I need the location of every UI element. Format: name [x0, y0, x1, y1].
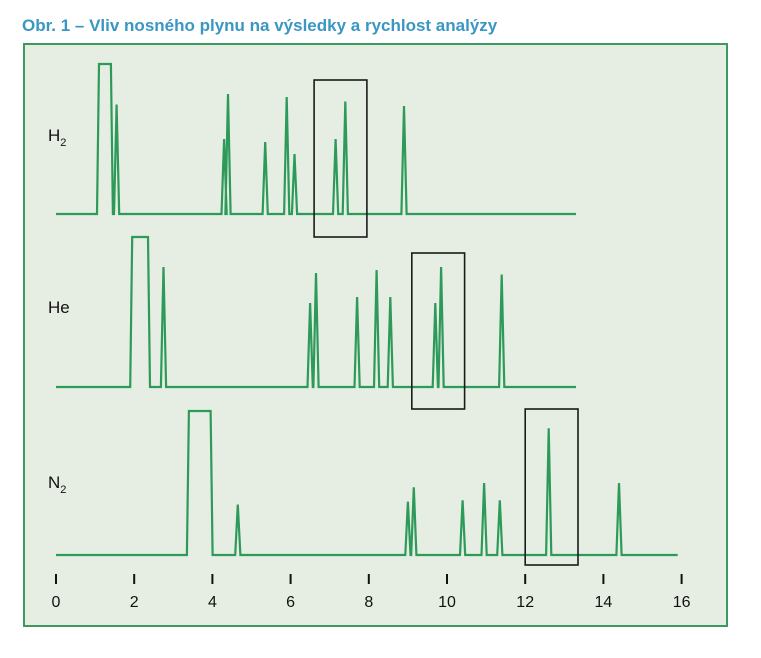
- x-tick-label-14: 14: [595, 594, 613, 611]
- series-label-n2: N2: [48, 473, 66, 496]
- x-tick-label-0: 0: [52, 594, 61, 611]
- x-tick-label-4: 4: [208, 594, 217, 611]
- chromatogram-trace-h2: [56, 62, 576, 216]
- series-label-h2: H2: [48, 126, 66, 149]
- highlight-box-n2: [524, 408, 579, 566]
- series-label-he: He: [48, 298, 70, 317]
- x-tick-label-2: 2: [130, 594, 139, 611]
- chromatogram-trace-n2: [56, 409, 678, 557]
- x-tick-label-8: 8: [364, 594, 373, 611]
- chromatogram-trace-he: [56, 235, 576, 389]
- chart-title: Obr. 1 – Vliv nosného plynu na výsledky …: [22, 16, 498, 35]
- x-tick-label-6: 6: [286, 594, 295, 611]
- x-tick-label-10: 10: [438, 594, 456, 611]
- highlight-box-h2: [313, 79, 368, 238]
- x-tick-label-12: 12: [516, 594, 534, 611]
- highlight-box-he: [410, 252, 466, 410]
- x-tick-label-16: 16: [673, 594, 691, 611]
